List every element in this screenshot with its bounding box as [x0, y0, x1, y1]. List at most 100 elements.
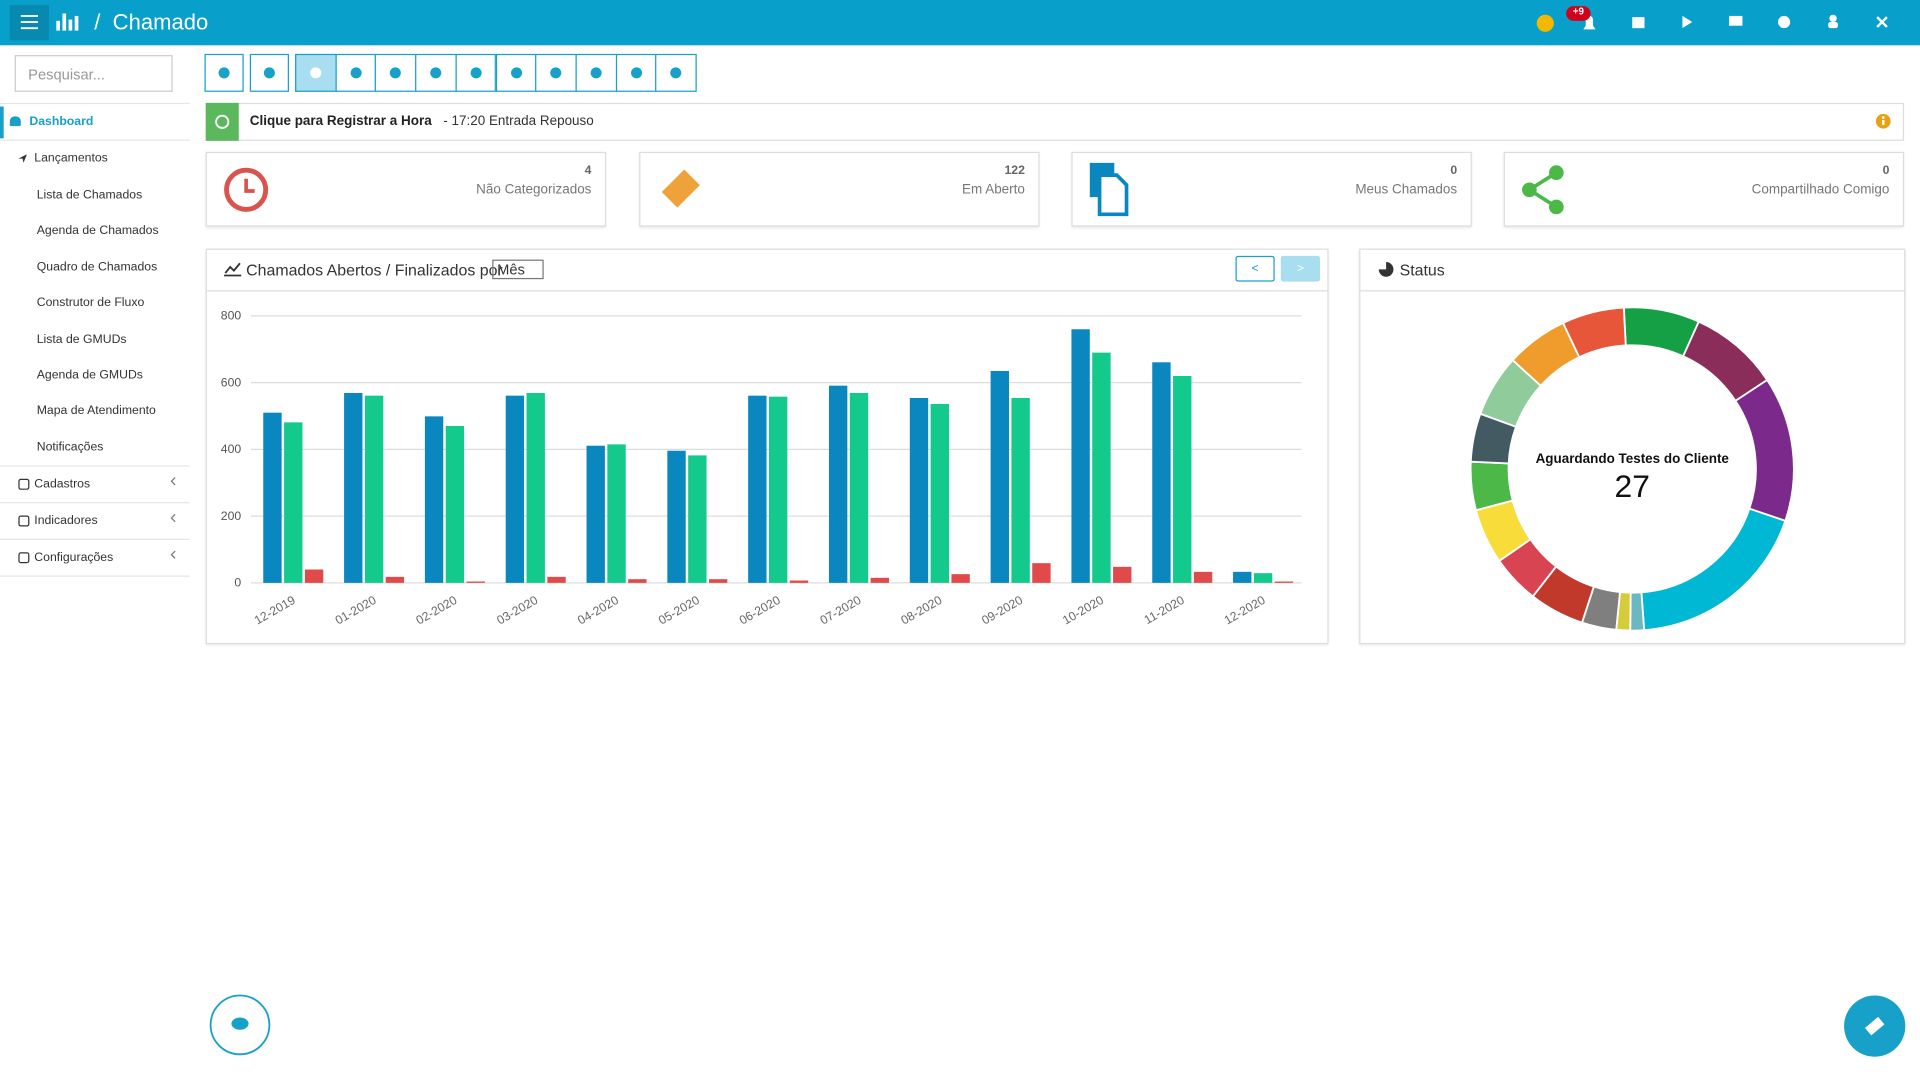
- time-action[interactable]: Clique para Registrar a Hora: [249, 113, 432, 129]
- toolbar-button[interactable]: [615, 53, 657, 92]
- bar: [586, 445, 605, 583]
- side-subitem[interactable]: Lista de Chamados: [36, 188, 143, 203]
- toolbar-icon: [263, 67, 275, 79]
- toolbar-icon: [630, 67, 642, 79]
- y-tick-label: 600: [221, 375, 242, 389]
- toolbar-button[interactable]: [249, 53, 289, 92]
- menu-icon: [20, 15, 38, 30]
- bar: [1233, 571, 1252, 583]
- toolbar-button[interactable]: [415, 53, 457, 92]
- toolbar-button[interactable]: [495, 53, 537, 92]
- toolbar-button[interactable]: [535, 53, 577, 92]
- toolbar-button[interactable]: [655, 53, 697, 92]
- bar: [547, 576, 566, 583]
- side-icon: [9, 116, 21, 127]
- side-item[interactable]: Dashboard: [29, 115, 94, 129]
- toolbar-icon: [550, 67, 562, 79]
- x-tick-label: 05-2020: [656, 593, 702, 628]
- side-subitem[interactable]: Agenda de GMUDs: [36, 368, 143, 383]
- user-icon[interactable]: [1829, 14, 1837, 23]
- monitor-icon[interactable]: [1728, 15, 1743, 26]
- y-tick-label: 800: [221, 309, 242, 323]
- side-subitem[interactable]: Lista de GMUDs: [36, 332, 127, 347]
- card-label: Meus Chamados: [1355, 182, 1458, 198]
- stat-card[interactable]: [639, 151, 1040, 227]
- next-button[interactable]: >: [1280, 255, 1321, 282]
- card-label: Compartilhado Comigo: [1751, 182, 1890, 198]
- apps-icon[interactable]: [1632, 17, 1645, 29]
- bar: [688, 455, 707, 583]
- bar: [607, 444, 626, 583]
- card-label: Não Categorizados: [476, 182, 592, 198]
- bar: [1152, 362, 1171, 583]
- chevron: [169, 474, 176, 489]
- info-icon[interactable]: [1875, 113, 1892, 130]
- center-value: 27: [1615, 468, 1650, 504]
- toolbar-button[interactable]: [455, 53, 497, 92]
- side-group[interactable]: Indicadores: [34, 514, 98, 528]
- side-item[interactable]: Lançamentos: [34, 151, 108, 166]
- x-tick-label: 04-2020: [575, 593, 621, 628]
- separator: [0, 465, 190, 467]
- separator: [0, 139, 190, 141]
- bar: [768, 396, 788, 583]
- stat-card[interactable]: [1503, 151, 1905, 227]
- side-subitem[interactable]: Construtor de Fluxo: [36, 296, 145, 311]
- toolbar-button[interactable]: [575, 53, 617, 92]
- separator: [0, 102, 190, 105]
- side-subitem[interactable]: Notificações: [36, 440, 104, 455]
- toolbar-button[interactable]: [335, 53, 377, 92]
- center-label: Aguardando Testes do Cliente: [1536, 451, 1730, 466]
- time-bar[interactable]: [205, 102, 1905, 141]
- play-icon[interactable]: [1682, 15, 1693, 29]
- x-tick-label: 12-2019: [252, 593, 298, 628]
- bar: [1193, 571, 1213, 583]
- chevron: [169, 511, 176, 526]
- bar: [708, 579, 728, 583]
- x-tick-label: 09-2020: [979, 593, 1025, 628]
- logo[interactable]: [54, 10, 83, 34]
- bar: [789, 580, 809, 583]
- bar: [344, 392, 363, 583]
- side-group[interactable]: Configurações: [34, 551, 114, 565]
- separator: [0, 502, 190, 504]
- bar: [667, 450, 686, 583]
- period-select[interactable]: Mês: [492, 259, 544, 280]
- x-tick-label: 07-2020: [818, 593, 864, 628]
- card-icon: [1522, 165, 1564, 215]
- fullscreen-icon[interactable]: [1876, 16, 1888, 28]
- side-icon: [18, 552, 30, 564]
- chat-button[interactable]: [208, 993, 272, 1057]
- new-ticket-button[interactable]: [1843, 994, 1907, 1058]
- menu-button[interactable]: [9, 4, 49, 41]
- y-tick-label: 400: [221, 442, 242, 456]
- toolbar-button[interactable]: [204, 53, 244, 92]
- side-subitem[interactable]: Mapa de Atendimento: [36, 404, 156, 419]
- bar: [1274, 581, 1294, 583]
- bar: [1092, 352, 1111, 583]
- toolbar-icon: [430, 67, 442, 79]
- bar: [1032, 563, 1051, 583]
- toolbar-button[interactable]: [295, 53, 337, 92]
- card-value: 0: [1450, 164, 1458, 178]
- bar: [304, 569, 324, 583]
- side-subitem[interactable]: Quadro de Chamados: [36, 260, 158, 275]
- search-input[interactable]: Pesquisar...: [14, 55, 173, 92]
- page-title: Chamado: [112, 9, 209, 35]
- bar: [263, 412, 282, 583]
- card-icon: [661, 169, 700, 208]
- side-group[interactable]: Cadastros: [34, 477, 91, 492]
- stat-card[interactable]: [1071, 151, 1472, 227]
- time-icon: [215, 114, 230, 129]
- help-icon[interactable]: [1777, 15, 1791, 29]
- toolbar-button[interactable]: [375, 53, 417, 92]
- coin-icon[interactable]: [1536, 14, 1554, 32]
- top-bar: [0, 0, 1920, 46]
- stat-card[interactable]: [205, 151, 607, 227]
- side-subitem[interactable]: Agenda de Chamados: [36, 224, 159, 239]
- prev-button[interactable]: <: [1235, 255, 1275, 282]
- pie-slice: [1734, 378, 1795, 523]
- side-icon: [18, 154, 27, 163]
